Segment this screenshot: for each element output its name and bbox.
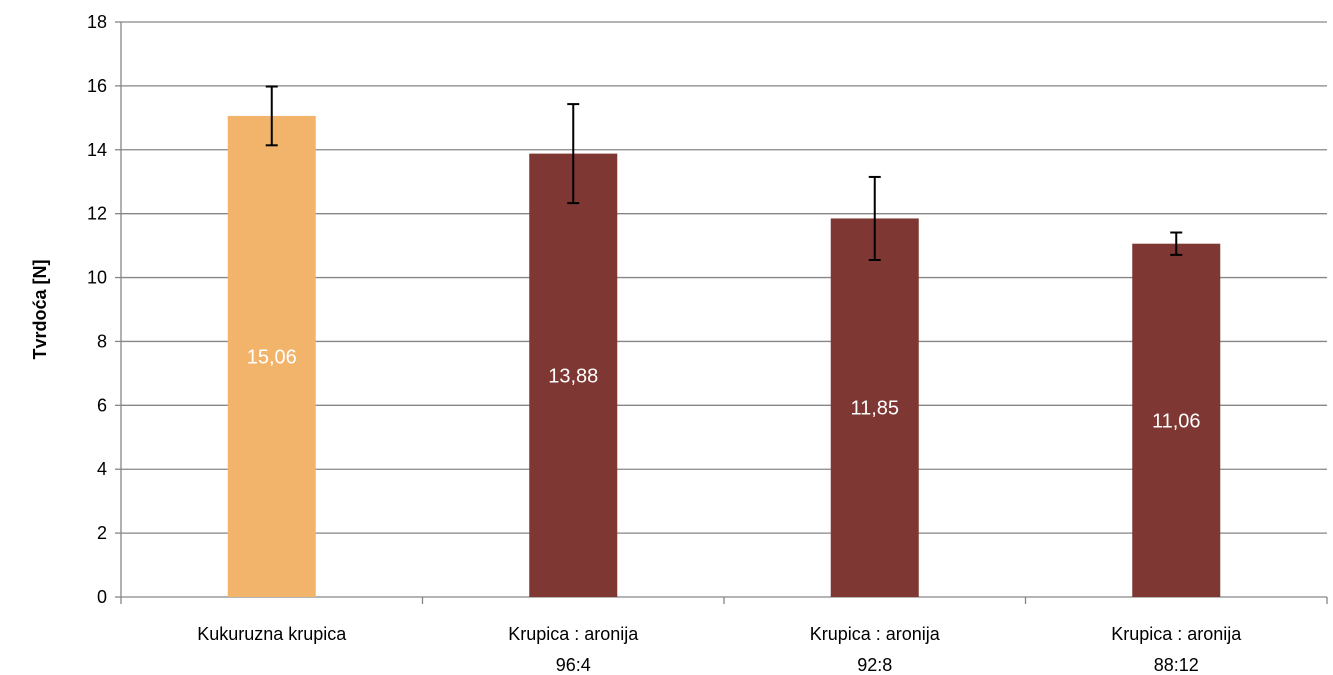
y-tick-label: 16 bbox=[87, 76, 107, 96]
bar bbox=[830, 218, 919, 598]
error-bars bbox=[265, 85, 1183, 261]
data-label: 15,06 bbox=[247, 346, 297, 368]
category-label: 92:8 bbox=[857, 655, 892, 675]
gridlines bbox=[121, 21, 1327, 534]
data-label: 11,85 bbox=[850, 398, 899, 420]
y-tick-label: 18 bbox=[87, 12, 107, 32]
y-tick-label: 10 bbox=[87, 268, 107, 288]
y-tick-label: 4 bbox=[97, 459, 107, 479]
category-label: Krupica : aronija bbox=[810, 624, 941, 644]
y-tick-label: 8 bbox=[97, 331, 107, 351]
data-labels: 15,06 13,88 11,85 11,06 bbox=[247, 346, 1201, 432]
data-label: 11,06 bbox=[1152, 410, 1201, 432]
y-tick-label: 12 bbox=[87, 204, 107, 224]
bars bbox=[227, 115, 1221, 598]
bar bbox=[529, 153, 618, 597]
category-label: Krupica : aronija bbox=[1111, 624, 1242, 644]
bar bbox=[227, 115, 316, 598]
category-label: 88:12 bbox=[1154, 655, 1199, 675]
bar bbox=[1132, 243, 1221, 597]
y-tick-label: 0 bbox=[97, 587, 107, 607]
category-label: Kukuruzna krupica bbox=[197, 624, 347, 644]
category-label: 96:4 bbox=[556, 655, 591, 675]
x-category-labels: Kukuruzna krupica Krupica : aronija 96:4 Kr… bbox=[197, 624, 1242, 675]
y-tick-label: 2 bbox=[97, 523, 107, 543]
y-tick-labels: 0 2 4 6 8 10 12 14 16 18 bbox=[87, 12, 107, 607]
category-label: Krupica : aronija bbox=[508, 624, 639, 644]
y-tick-label: 14 bbox=[87, 140, 107, 160]
y-tick-label: 6 bbox=[97, 395, 107, 415]
axes bbox=[115, 21, 1328, 604]
y-axis-label: Tvrdoća [N] bbox=[30, 259, 50, 359]
data-label: 13,88 bbox=[548, 365, 598, 387]
